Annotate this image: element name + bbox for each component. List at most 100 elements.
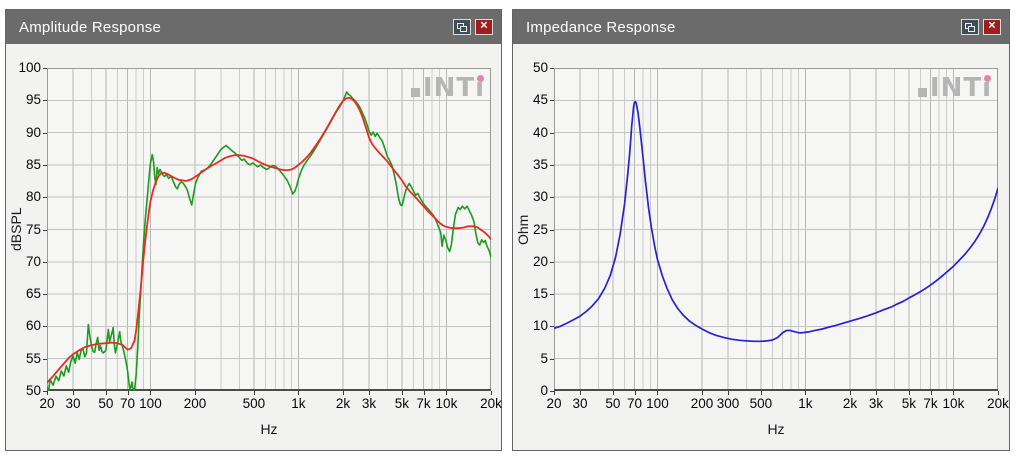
x-tick-mark: [580, 391, 582, 395]
x-tick-mark: [612, 391, 614, 395]
x-tick-label: 3k: [868, 396, 884, 411]
y-axis-label: Ohm: [515, 214, 531, 245]
x-tick-mark: [298, 391, 300, 395]
y-tick-mark: [550, 358, 554, 360]
x-tick-label: 1k: [291, 396, 306, 411]
x-tick-label: 7k: [923, 396, 938, 411]
nti-logo-i: ı: [475, 73, 485, 103]
nti-logo-square: [410, 88, 420, 97]
x-tick-mark: [850, 391, 851, 395]
y-tick-mark: [550, 100, 554, 102]
x-axis-label: Hz: [260, 421, 278, 437]
y-axis-label: dBSPL: [8, 207, 24, 252]
x-tick-label: 70: [627, 396, 643, 411]
y-tick-mark: [43, 100, 47, 102]
close-icon: ✕: [479, 20, 489, 32]
x-tick-label: 2k: [335, 396, 351, 411]
x-tick-mark: [805, 391, 807, 395]
y-tick-mark: [43, 358, 47, 360]
x-tick-label: 500: [242, 396, 266, 411]
x-tick-label: 20: [546, 396, 562, 411]
nti-logo-square: [917, 88, 927, 97]
amplitude-chart-panel: dBSPL INT ı Hz 20 30 50 70 100 200 500 1k 2k 3k 5k 7…: [6, 44, 502, 450]
close-window-button[interactable]: ✕: [983, 19, 1001, 35]
x-tick-label: 200: [690, 396, 714, 411]
x-tick-mark: [554, 391, 555, 395]
y-tick-mark: [550, 68, 554, 69]
x-tick-label: 10k: [942, 396, 965, 411]
x-tick-label: 30: [572, 396, 588, 411]
x-tick-label: 20: [39, 396, 55, 411]
x-tick-mark: [369, 391, 371, 395]
x-tick-label: 100: [139, 396, 162, 411]
close-window-button[interactable]: ✕: [475, 19, 493, 35]
x-tick-mark: [634, 391, 636, 395]
restore-window-button[interactable]: [961, 19, 979, 35]
nti-logo: INT ı: [410, 71, 485, 103]
y-tick-mark: [43, 294, 47, 296]
x-tick-mark: [930, 391, 932, 395]
x-tick-label: 50: [98, 396, 114, 411]
x-tick-mark: [657, 391, 659, 395]
nti-logo-i: ı: [982, 73, 992, 103]
x-axis-label: Hz: [767, 421, 785, 437]
y-tick-mark: [43, 197, 47, 199]
x-tick-mark: [702, 391, 703, 395]
x-tick-label: 10k: [435, 396, 458, 411]
x-tick-mark: [105, 391, 107, 395]
impedance-plot-area: INT ı: [554, 68, 998, 391]
x-tick-mark: [195, 391, 196, 395]
y-tick-mark: [43, 326, 47, 328]
x-tick-label: 20k: [480, 396, 502, 411]
amplitude-plot-area: INT ı: [47, 68, 491, 391]
y-tick-mark: [43, 391, 47, 392]
window-title: Impedance Response: [526, 18, 676, 36]
x-tick-mark: [876, 391, 878, 395]
x-tick-mark: [908, 391, 910, 395]
x-tick-mark: [953, 391, 955, 395]
amplitude-response-window: Amplitude Response ✕ dBSPL INT ı Hz 20 30 5…: [5, 9, 502, 451]
x-tick-label: 5k: [901, 396, 917, 411]
window-buttons: ✕: [453, 19, 493, 35]
x-tick-mark: [253, 391, 255, 395]
y-tick-mark: [550, 391, 554, 392]
nti-logo-dot: [984, 75, 992, 82]
impedance-chart-panel: Ohm INT ı Hz 20 30 50 70 100 200 300 500 1k 2k 3k 5k…: [513, 44, 1009, 450]
x-tick-mark: [446, 391, 448, 395]
x-tick-mark: [343, 391, 344, 395]
x-tick-label: 100: [646, 396, 669, 411]
x-tick-label: 20k: [987, 396, 1009, 411]
x-tick-mark: [998, 391, 999, 395]
impedance-window-titlebar[interactable]: Impedance Response ✕: [513, 10, 1009, 44]
x-tick-label: 3k: [361, 396, 377, 411]
y-tick-mark: [550, 197, 554, 199]
x-tick-label: 300: [716, 396, 740, 411]
impedance-response-window: Impedance Response ✕ Ohm INT ı Hz 20 30 50 7…: [512, 9, 1010, 451]
x-tick-label: 1k: [798, 396, 813, 411]
y-tick-mark: [550, 229, 554, 231]
y-tick-mark: [43, 261, 47, 263]
x-tick-label: 2k: [842, 396, 858, 411]
x-tick-mark: [127, 391, 129, 395]
y-tick-mark: [43, 164, 47, 166]
window-buttons: ✕: [961, 19, 1001, 35]
y-tick-mark: [550, 326, 554, 328]
restore-window-button[interactable]: [453, 19, 471, 35]
nti-logo: INT ı: [917, 71, 992, 103]
x-tick-label: 30: [65, 396, 81, 411]
y-tick-mark: [550, 132, 554, 134]
x-tick-label: 200: [183, 396, 207, 411]
window-title: Amplitude Response: [19, 18, 162, 36]
x-tick-label: 5k: [394, 396, 410, 411]
amplitude-window-titlebar[interactable]: Amplitude Response ✕: [6, 10, 501, 44]
close-icon: ✕: [987, 20, 997, 32]
x-tick-mark: [423, 391, 425, 395]
y-tick-mark: [43, 229, 47, 231]
x-tick-label: 50: [605, 396, 621, 411]
impedance-chart-canvas: [554, 68, 998, 391]
x-tick-mark: [760, 391, 762, 395]
x-tick-mark: [150, 391, 152, 395]
y-tick-mark: [43, 68, 47, 69]
x-tick-mark: [47, 391, 48, 395]
nti-logo-dot: [477, 75, 485, 82]
